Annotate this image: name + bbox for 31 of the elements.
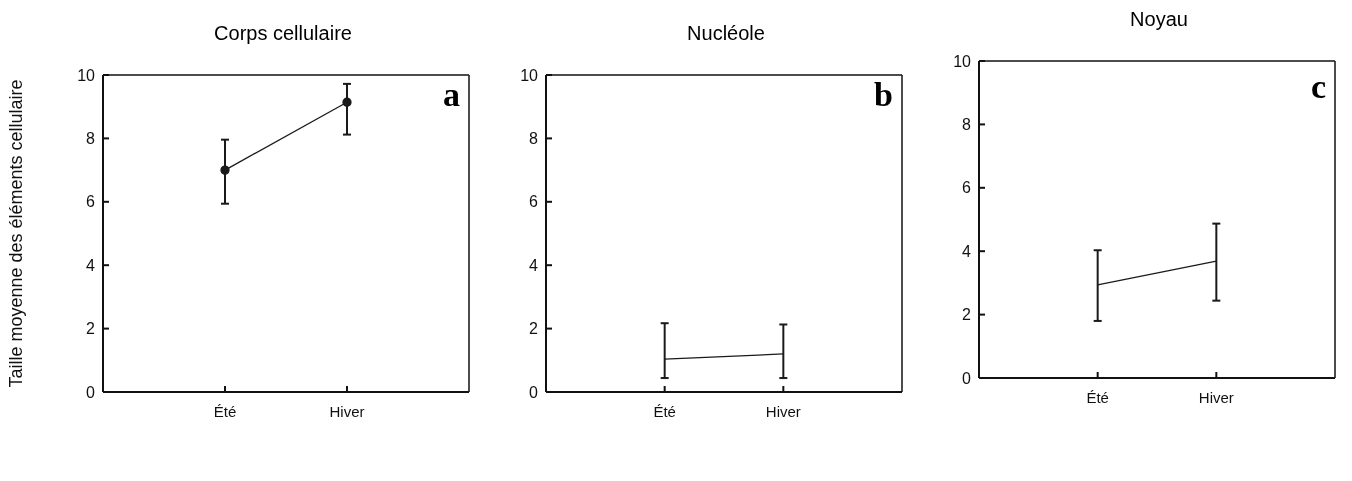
y-tick-label: 8: [86, 130, 96, 148]
y-tick-label: 6: [86, 193, 96, 211]
y-tick-label: 10: [953, 52, 972, 70]
y-tick-label: 0: [86, 383, 96, 401]
y-tick-label: 2: [962, 306, 972, 324]
x-tick-label: Été: [653, 402, 676, 420]
y-tick-label: 6: [529, 193, 539, 211]
y-tick-label: 2: [86, 320, 96, 338]
y-tick-label: 0: [962, 369, 972, 387]
x-tick-label: Été: [1086, 388, 1109, 406]
y-tick-label: 8: [962, 116, 972, 134]
y-tick-label: 4: [86, 256, 96, 274]
annotation: a: [443, 76, 460, 114]
x-tick-label: Été: [213, 402, 237, 420]
y-tick-label: 4: [529, 256, 539, 274]
y-tick-label: 8: [529, 130, 539, 148]
x-tick-label: Hiver: [329, 402, 365, 420]
y-tick-label: 10: [77, 66, 96, 84]
y-tick-label: 6: [962, 179, 972, 197]
chart-title: Noyau: [1129, 8, 1189, 31]
chart-title: Corps cellulaire: [213, 22, 353, 45]
y-tick-label: 10: [520, 66, 539, 84]
x-tick-label: Hiver: [765, 402, 801, 420]
chart-title: Nucléole: [686, 22, 766, 45]
y-tick-label: 4: [962, 242, 972, 260]
x-tick-label: Hiver: [1198, 388, 1234, 406]
annotation: c: [1310, 68, 1326, 106]
y-axis-title: Taille moyenne des éléments cellulaire: [6, 79, 27, 388]
y-tick-label: 0: [529, 383, 539, 401]
annotation: b: [874, 76, 893, 114]
y-tick-label: 2: [529, 320, 539, 338]
